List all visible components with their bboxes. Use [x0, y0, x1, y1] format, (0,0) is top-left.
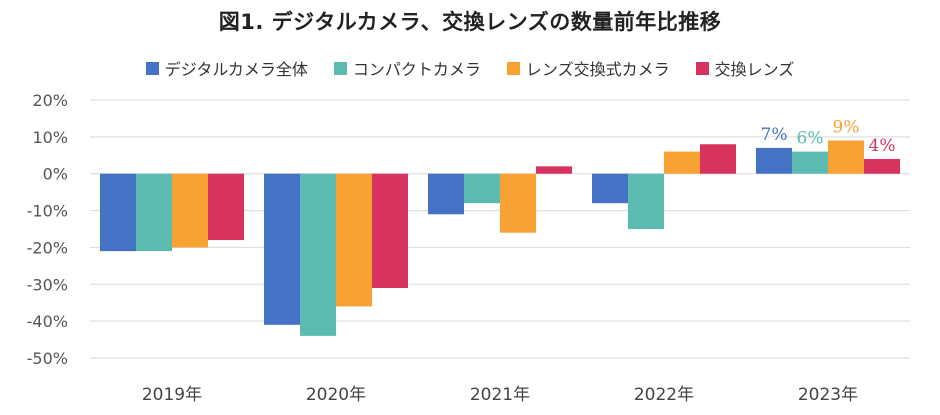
x-category-label: 2022年	[634, 385, 694, 405]
bar	[864, 158, 900, 174]
bar	[136, 173, 172, 252]
data-label: 6%	[797, 129, 824, 149]
x-category-label: 2020年	[306, 385, 366, 405]
y-tick-label: -40%	[27, 312, 68, 331]
legend-item: デジタルカメラ全体	[145, 56, 308, 80]
bar	[664, 151, 700, 174]
bar	[828, 140, 864, 174]
y-tick-label: 10%	[32, 128, 68, 147]
legend-swatch	[506, 61, 520, 75]
legend-label: レンズ交換式カメラ	[525, 60, 670, 79]
bar	[628, 173, 664, 229]
bar	[700, 144, 736, 174]
legend-swatch	[333, 61, 347, 75]
bar	[336, 173, 372, 307]
x-category-label: 2023年	[798, 385, 858, 405]
legend-label: デジタルカメラ全体	[164, 60, 308, 79]
legend-swatch	[695, 61, 709, 75]
y-tick-label: -30%	[27, 275, 68, 294]
data-label: 9%	[833, 118, 860, 138]
bar	[372, 173, 408, 288]
chart-title: 図1. デジタルカメラ、交換レンズの数量前年比推移	[218, 10, 722, 34]
y-tick-label: -50%	[27, 349, 68, 368]
y-tick-label: -10%	[27, 202, 68, 221]
y-tick-label: 20%	[32, 91, 68, 110]
legend-item: コンパクトカメラ	[333, 56, 481, 80]
data-label: 4%	[869, 136, 896, 156]
legend-label: 交換レンズ	[714, 60, 795, 79]
y-tick-label: 0%	[43, 165, 68, 184]
legend-swatch	[145, 61, 159, 75]
bar	[264, 173, 300, 325]
bar	[428, 173, 464, 215]
bar	[464, 173, 500, 204]
y-tick-label: -20%	[27, 238, 68, 257]
legend-label: コンパクトカメラ	[352, 60, 481, 79]
bar	[536, 166, 572, 174]
bar	[172, 173, 208, 248]
bar	[100, 173, 136, 252]
bar	[300, 173, 336, 336]
legend-item: 交換レンズ	[695, 56, 795, 80]
x-category-label: 2019年	[142, 385, 202, 405]
bar	[500, 173, 536, 233]
bar	[208, 173, 244, 241]
bar	[792, 151, 828, 174]
x-category-label: 2021年	[470, 385, 530, 405]
bar	[756, 147, 792, 174]
chart-legend: デジタルカメラ全体 コンパクトカメラ レンズ交換式カメラ 交換レンズ	[0, 56, 940, 80]
data-label: 7%	[761, 125, 788, 145]
bar	[592, 173, 628, 204]
legend-item: レンズ交換式カメラ	[506, 56, 670, 80]
